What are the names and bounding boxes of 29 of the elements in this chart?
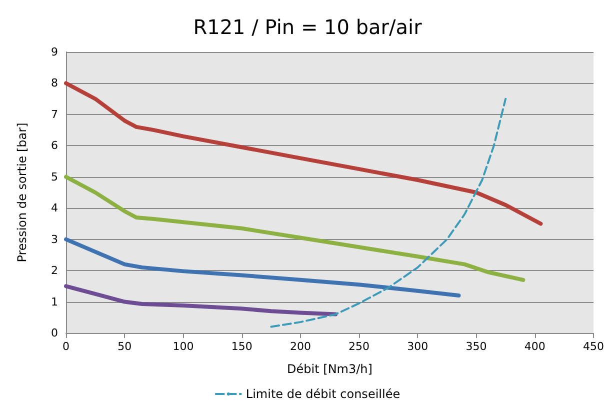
x-tick-label: 400: [524, 340, 546, 353]
chart-title: R121 / Pin = 10 bar/air: [193, 15, 423, 39]
legend-label: Limite de débit conseillée: [246, 387, 400, 401]
x-tick-label: 350: [466, 340, 487, 353]
x-tick-label: 450: [583, 340, 604, 353]
y-tick-label: 3: [51, 232, 58, 246]
y-tick-label: 7: [51, 108, 58, 121]
y-tick-label: 5: [51, 170, 58, 184]
y-axis-title: Pression de sortie [bar]: [15, 122, 29, 262]
y-tick-label: 0: [51, 326, 58, 340]
x-tick-label: 200: [290, 340, 311, 353]
x-axis-title: Débit [Nm3/h]: [287, 362, 372, 376]
y-tick-label: 8: [51, 76, 58, 90]
y-tick-label: 4: [51, 202, 58, 215]
y-tick-label: 1: [51, 295, 58, 308]
x-tick-label: 100: [172, 340, 194, 353]
x-tick-label: 150: [231, 340, 252, 353]
y-tick-label: 9: [51, 46, 58, 58]
x-tick-label: 50: [118, 340, 132, 353]
line-series: [64, 174, 526, 282]
x-tick-label: 250: [348, 340, 370, 353]
y-tick-label: 6: [51, 139, 58, 152]
y-tick-label: 2: [51, 264, 58, 278]
line-series: [64, 237, 461, 298]
x-tick-label: 300: [407, 340, 428, 353]
line-series: [64, 81, 543, 226]
x-tick-label: 0: [62, 340, 70, 353]
line-series: [270, 98, 507, 328]
line-series: [64, 284, 338, 316]
